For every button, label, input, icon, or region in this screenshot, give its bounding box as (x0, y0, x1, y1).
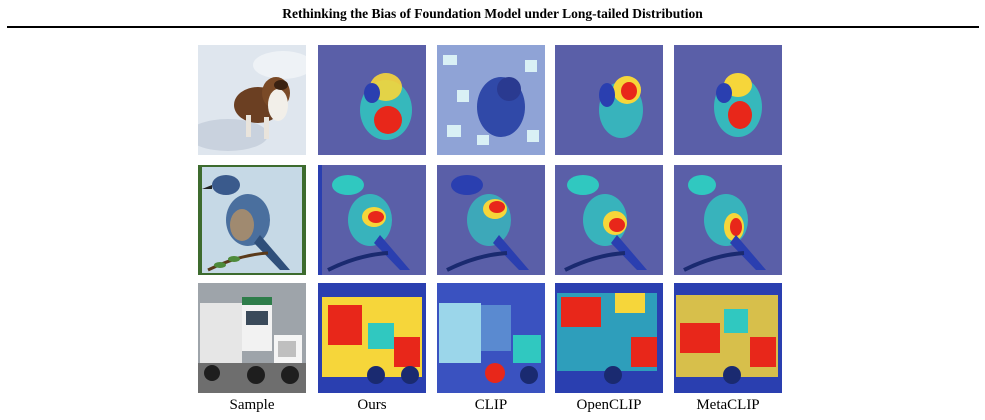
image-bird-sample (198, 165, 306, 275)
caption-metaclip: MetaCLIP (696, 397, 760, 413)
heatmap-bird-metaclip (674, 165, 782, 275)
caption-ours: Ours (357, 397, 387, 413)
heatmap-bird-ours (318, 165, 426, 275)
heatmap-dog-metaclip (674, 45, 782, 155)
header-rule (7, 26, 979, 28)
caption-sample: Sample (229, 397, 275, 413)
caption-clip: CLIP (474, 397, 508, 413)
heatmap-dog-openclip (555, 45, 663, 155)
heatmap-bird-openclip (555, 165, 663, 275)
heatmap-truck-openclip (555, 283, 663, 393)
caption-openclip: OpenCLIP (576, 397, 642, 413)
image-truck-sample (198, 283, 306, 393)
heatmap-truck-metaclip (674, 283, 782, 393)
heatmap-dog-ours (318, 45, 426, 155)
heatmap-bird-clip (437, 165, 545, 275)
heatmap-truck-ours (318, 283, 426, 393)
image-dog-sample (198, 45, 306, 155)
heatmap-dog-clip (437, 45, 545, 155)
running-title: Rethinking the Bias of Foundation Model … (282, 6, 703, 21)
heatmap-truck-clip (437, 283, 545, 393)
